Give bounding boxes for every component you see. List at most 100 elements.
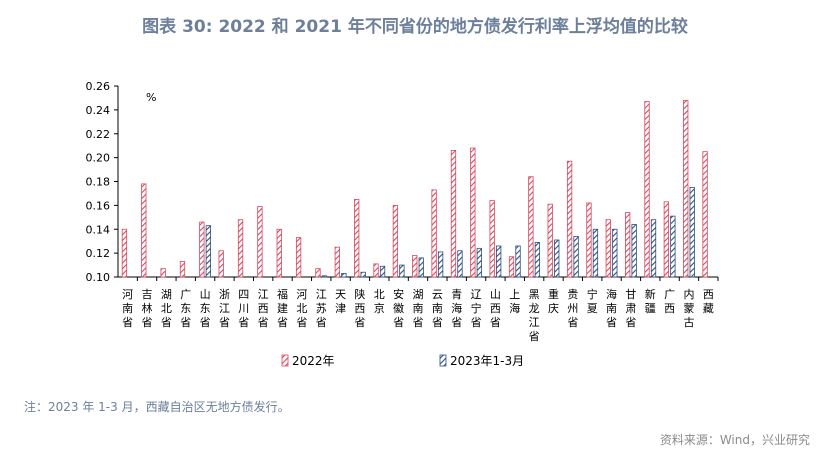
- bar-2022: [334, 246, 340, 278]
- x-category-label: 西藏: [703, 288, 714, 315]
- bar-2022: [141, 183, 147, 278]
- chart-title: 图表 30: 2022 和 2021 年不同省份的地方债发行利率上浮均值的比较: [142, 17, 688, 37]
- bar-2023q1: [476, 247, 482, 278]
- bar-2022: [373, 263, 379, 278]
- y-tick-label: 0.24: [86, 104, 111, 117]
- bar-2022: [315, 268, 321, 278]
- bar-2022: [489, 200, 495, 278]
- x-category-label: 天津: [335, 288, 346, 315]
- bar-2022: [354, 199, 360, 278]
- bar-2023q1: [612, 228, 618, 278]
- x-category-label: 广东省: [180, 288, 191, 329]
- y-tick-label: 0.26: [86, 80, 111, 93]
- x-category-label: 吉林省: [142, 288, 153, 329]
- bar-2023q1: [496, 245, 502, 278]
- x-category-label: 四川省: [238, 288, 249, 329]
- bar-2022: [121, 228, 128, 278]
- bar-2022: [702, 151, 708, 278]
- bar-2023q1: [670, 215, 676, 278]
- x-category-label: 福建省: [277, 287, 288, 329]
- bar-2022: [528, 176, 534, 278]
- bar-2023q1: [689, 187, 695, 278]
- x-category-label: 河北省: [296, 288, 307, 329]
- bar-2023q1: [457, 250, 463, 278]
- bar-2022: [218, 250, 224, 278]
- bars: [121, 99, 708, 278]
- x-category-label: 安徽省: [393, 287, 404, 329]
- x-category-label: 青海省: [451, 288, 462, 329]
- bar-2023q1: [379, 265, 386, 278]
- x-category-label: 新疆: [645, 287, 656, 315]
- x-category-label: 浙江省: [219, 288, 230, 329]
- x-category-label: 甘肃省: [625, 288, 636, 329]
- x-category-label: 重庆: [548, 287, 559, 315]
- bar-2022: [295, 237, 302, 278]
- bar-2022: [508, 256, 515, 278]
- legend-label: 2023年1-3月: [450, 354, 524, 368]
- bar-2022: [431, 189, 437, 278]
- axes: 0.10 0.12 0.14 0.16 0.18 0.20 0.22 0.24 0.26: [86, 80, 719, 284]
- bar-2022: [663, 201, 670, 278]
- bar-2022: [450, 150, 457, 278]
- x-category-label: 内蒙古: [683, 287, 694, 329]
- bar-2022: [586, 202, 592, 278]
- bar-2022: [179, 261, 186, 278]
- x-category-label: 山西省: [490, 288, 501, 329]
- x-category-label: 陕西省: [354, 287, 365, 329]
- bar-2022: [257, 206, 263, 278]
- bar-2022: [392, 204, 399, 278]
- legend-label: 2022年: [292, 354, 335, 368]
- y-tick-label: 0.18: [86, 176, 111, 189]
- bar-2022: [644, 101, 650, 278]
- bar-2022: [412, 255, 418, 278]
- bar-2022: [683, 99, 689, 278]
- bar-2023q1: [418, 257, 424, 278]
- x-category-label: 河南省: [122, 288, 133, 329]
- x-category-label: 海南省: [606, 287, 617, 329]
- bar-2023q1: [515, 245, 521, 278]
- bar-2023q1: [534, 241, 541, 278]
- bar-2022: [237, 219, 244, 278]
- y-tick-label: 0.12: [86, 247, 111, 260]
- y-tick-label: 0.22: [86, 128, 111, 141]
- bar-2022: [605, 219, 611, 278]
- x-category-label: 云南省: [432, 288, 443, 329]
- x-category-label: 黑龙江省: [529, 288, 540, 343]
- bar-2022: [199, 221, 205, 278]
- bar-2023q1: [650, 219, 657, 278]
- legend-swatch: [439, 354, 447, 367]
- footnote: 注：2023 年 1-3 月，西藏自治区无地方债发行。: [24, 400, 290, 414]
- bar-2023q1: [399, 264, 405, 278]
- x-category-label: 广西: [664, 288, 675, 315]
- source-note: 资料来源：Wind，兴业研究: [659, 433, 810, 447]
- bar-2022: [160, 268, 166, 278]
- legend-swatch: [281, 354, 289, 367]
- bar-2023q1: [360, 271, 366, 278]
- bar-2023q1: [592, 228, 599, 278]
- x-category-label: 山东省: [200, 288, 211, 329]
- x-category-label: 江西省: [258, 288, 269, 329]
- legend: 2022年 2023年1-3月: [281, 354, 524, 368]
- bar-2023q1: [321, 275, 328, 278]
- unit-label: %: [146, 91, 156, 104]
- x-category-label: 江苏省: [316, 288, 327, 329]
- bar-2023q1: [573, 236, 579, 278]
- category-labels: 河南省吉林省湖北省广东省山东省浙江省四川省江西省福建省河北省江苏省天津陕西省北京…: [122, 287, 714, 343]
- x-category-label: 北京: [374, 288, 385, 315]
- bar-2023q1: [631, 224, 637, 278]
- bar-2022: [276, 228, 282, 278]
- y-tick-label: 0.16: [86, 199, 111, 212]
- y-tick-label: 0.10: [86, 271, 111, 284]
- bar-2023q1: [554, 239, 560, 278]
- bar-2022: [547, 203, 553, 278]
- bar-2023q1: [341, 273, 347, 278]
- x-category-label: 宁夏: [587, 287, 598, 315]
- bar-2023q1: [205, 225, 211, 278]
- x-category-label: 辽宁省: [471, 288, 482, 329]
- y-tick-label: 0.14: [86, 223, 111, 236]
- bar-2023q1: [437, 251, 444, 278]
- bar-2022: [470, 147, 476, 278]
- x-category-label: 贵州省: [567, 288, 578, 329]
- x-category-label: 湖北省: [161, 288, 172, 329]
